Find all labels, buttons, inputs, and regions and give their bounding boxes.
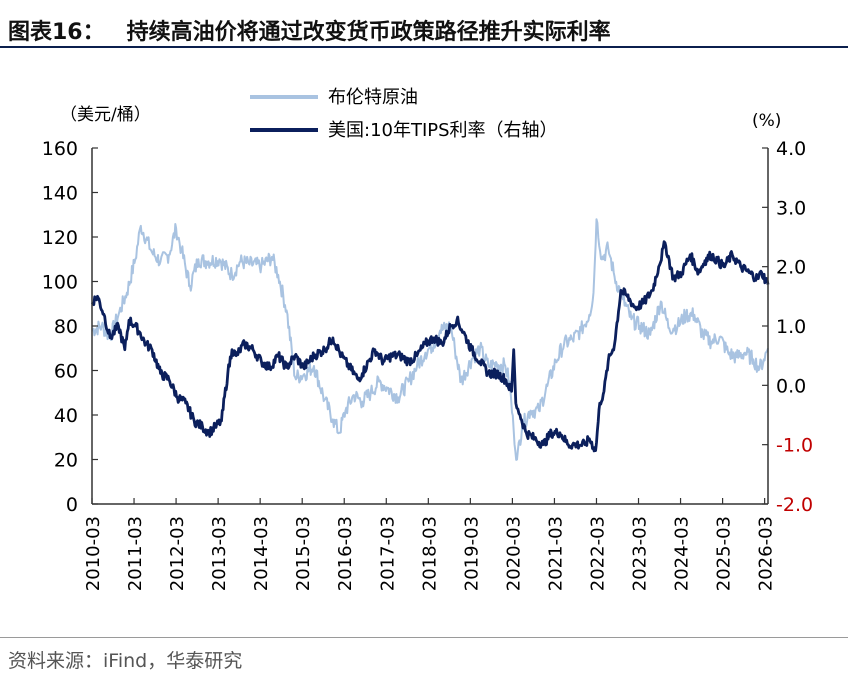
left-axis-tick-label: 20: [54, 450, 78, 472]
x-axis-tick-label: 2022-03: [587, 516, 608, 591]
right-axis-label: (%): [752, 111, 781, 131]
x-axis-tick-label: 2024-03: [672, 516, 693, 591]
right-axis-tick-label: 0.0: [776, 375, 806, 397]
right-axis-tick-label: 1.0: [776, 316, 806, 338]
x-axis-tick-label: 2017-03: [377, 516, 398, 591]
figure-title-text: 持续高油价将通过改变货币政策路径推升实际利率: [126, 20, 611, 45]
x-axis-tick-label: 2023-03: [630, 516, 651, 591]
figure-label: 图表16：: [8, 20, 105, 45]
x-axis-tick-label: 2013-03: [209, 516, 230, 591]
right-axis-tick-label: 3.0: [776, 197, 806, 219]
x-axis-tick-label: 2015-03: [293, 516, 314, 591]
x-axis-tick-label: 2014-03: [251, 516, 272, 591]
x-axis-tick-label: 2019-03: [461, 516, 482, 591]
source-note: 资料来源：iFind，华泰研究: [8, 650, 243, 672]
left-axis-tick-label: 160: [42, 138, 78, 160]
figure-title: 图表16： 持续高油价将通过改变货币政策路径推升实际利率: [8, 14, 611, 46]
right-axis-tick-label: 4.0: [776, 138, 806, 160]
x-axis-tick-label: 2025-03: [714, 516, 735, 591]
right-axis-tick-label: 2.0: [776, 257, 806, 279]
left-axis-tick-label: 80: [54, 316, 78, 338]
x-axis-tick-label: 2026-03: [756, 516, 777, 591]
right-axis-tick-label: -1.0: [776, 435, 813, 457]
left-axis-tick-label: 140: [42, 183, 78, 205]
x-axis-tick-label: 2020-03: [503, 516, 524, 591]
title-divider: [0, 46, 848, 48]
footer-divider: [0, 637, 848, 638]
legend: 布伦特原油 美国:10年TIPS利率（右轴）: [250, 87, 558, 141]
x-axis-tick-label: 2016-03: [335, 516, 356, 591]
left-axis-tick-label: 60: [54, 361, 78, 383]
x-axis-tick-label: 2021-03: [545, 516, 566, 591]
x-axis-tick-label: 2011-03: [125, 516, 146, 591]
right-axis-tick-label: -2.0: [776, 494, 813, 516]
left-axis-tick-label: 40: [54, 405, 78, 427]
left-axis-label: （美元/桶）: [60, 105, 151, 125]
left-axis-tick-label: 100: [42, 272, 78, 294]
left-axis-tick-label: 0: [66, 494, 78, 516]
x-axis-tick-label: 2012-03: [167, 516, 188, 591]
series-line-tips: [90, 240, 770, 453]
legend-label-tips: 美国:10年TIPS利率（右轴）: [328, 120, 558, 141]
x-axis-tick-label: 2010-03: [83, 516, 104, 591]
legend-label-brent: 布伦特原油: [328, 87, 418, 108]
x-axis-tick-label: 2018-03: [419, 516, 440, 591]
left-axis-tick-label: 120: [42, 227, 78, 249]
